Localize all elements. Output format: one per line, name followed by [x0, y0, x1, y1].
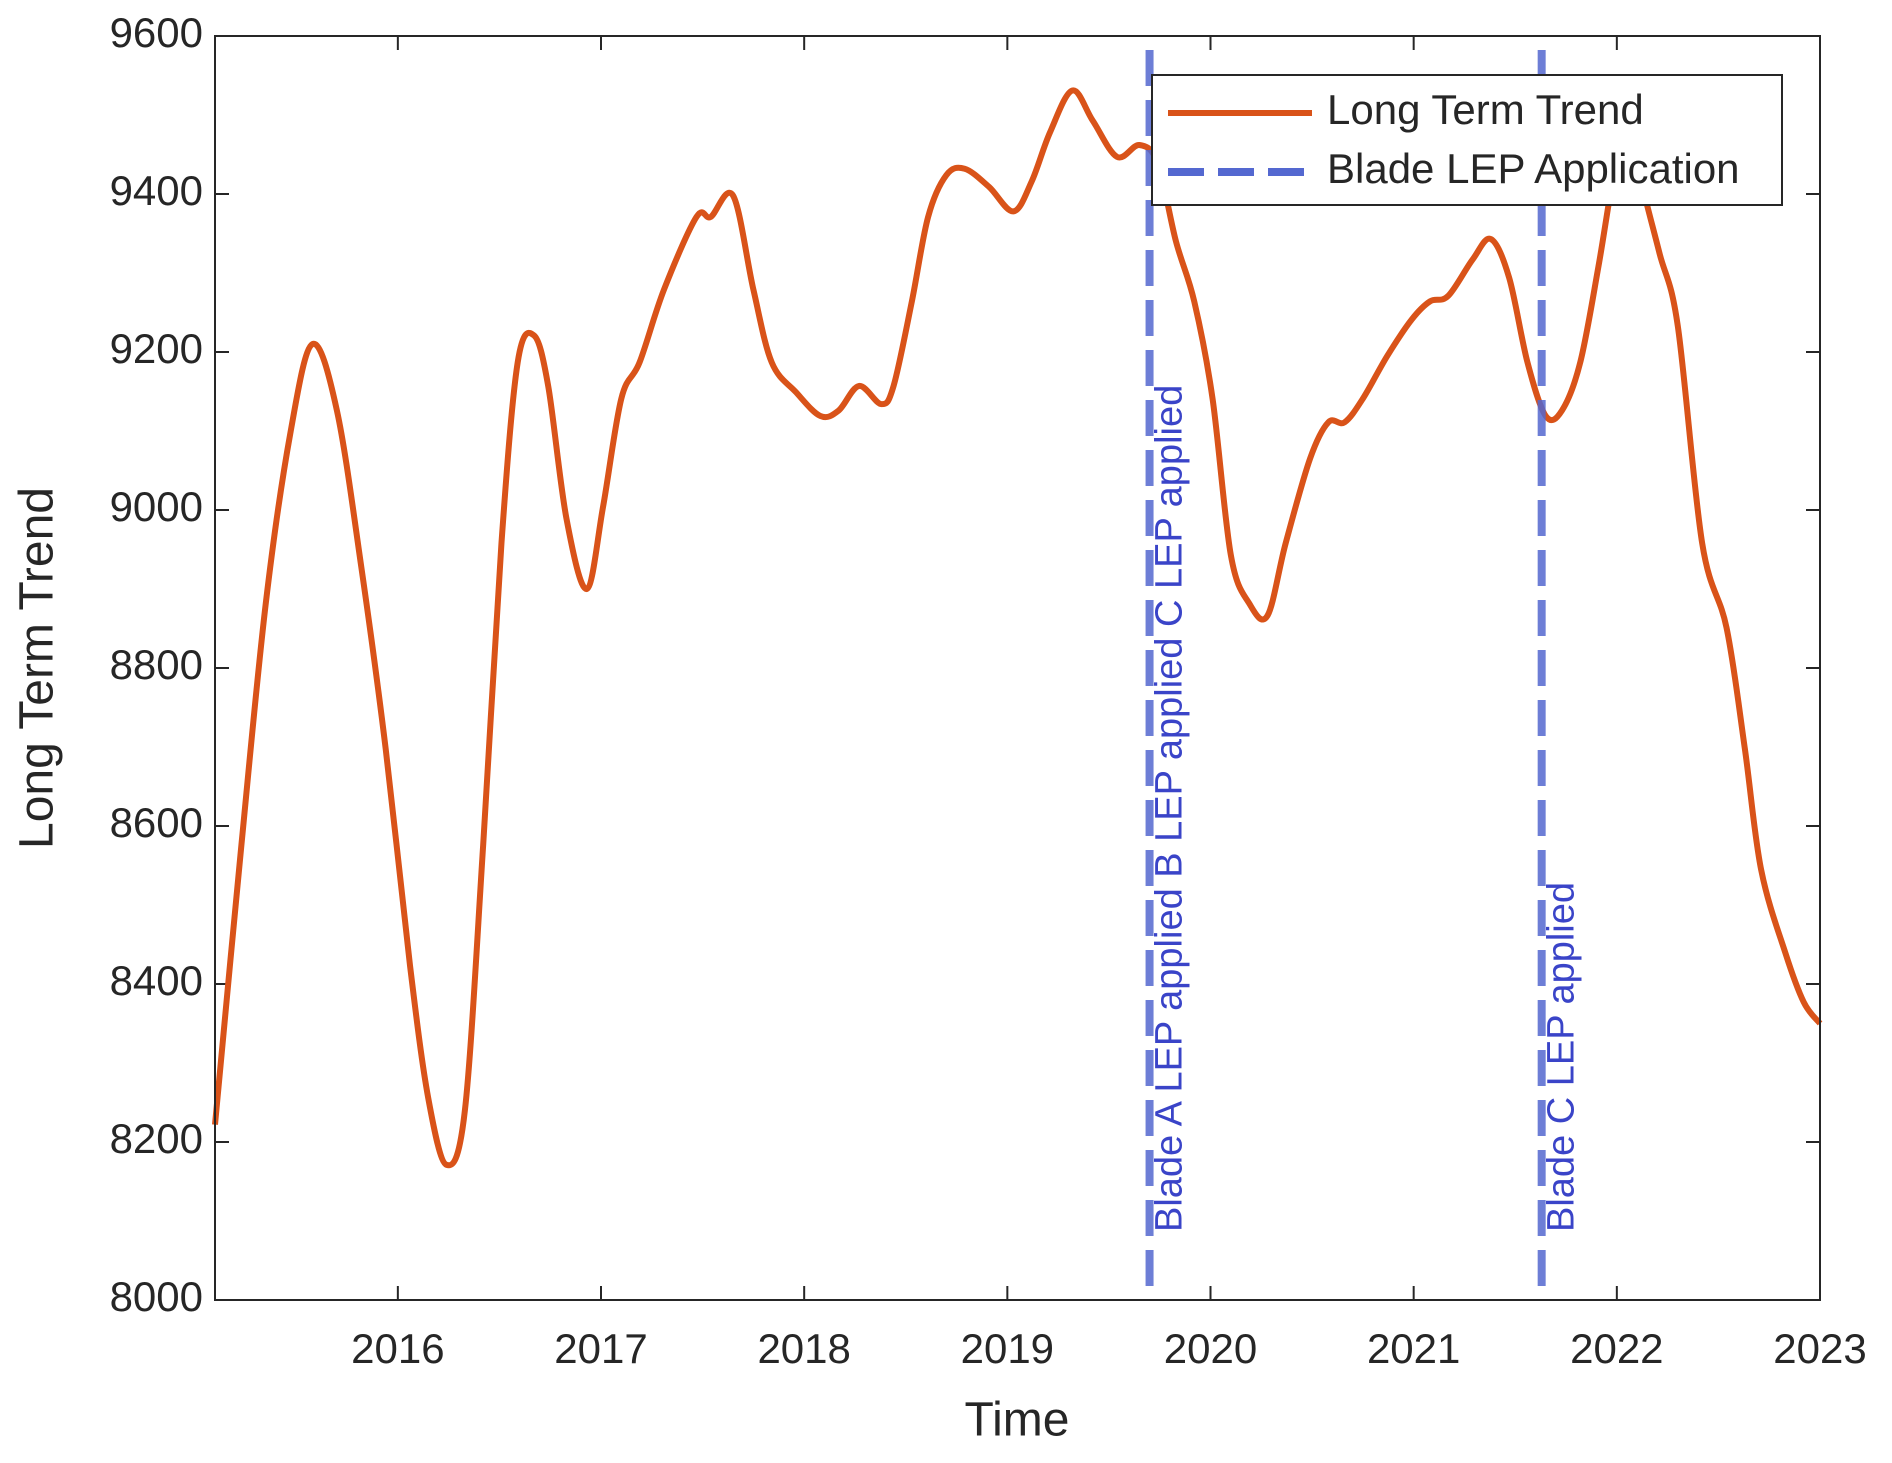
trend-line	[212, 87, 1823, 1169]
legend-label: Blade LEP Application	[1327, 145, 1740, 192]
x-tick-label: 2019	[961, 1325, 1054, 1372]
lep-annotation: Blade C LEP applied	[1541, 882, 1583, 1232]
y-tick-label: 8200	[110, 1115, 203, 1162]
plot-frame	[214, 35, 1821, 1301]
y-tick-label: 9000	[110, 483, 203, 530]
y-tick-label: 9400	[110, 167, 203, 214]
x-tick-label: 2023	[1773, 1325, 1866, 1372]
x-tick-label: 2018	[757, 1325, 850, 1372]
lep-annotation: Blade A LEP applied B LEP applied C LEP …	[1149, 385, 1191, 1232]
y-tick-label: 8000	[110, 1273, 203, 1320]
x-tick-label: 2020	[1164, 1325, 1257, 1372]
x-axis-label: Time	[965, 1394, 1070, 1447]
y-tick-label: 8600	[110, 799, 203, 846]
x-tick-label: 2021	[1367, 1325, 1460, 1372]
y-tick-label: 9200	[110, 325, 203, 372]
y-axis-label: Long Term Trend	[11, 487, 64, 849]
y-tick-label: 8400	[110, 957, 203, 1004]
x-tick-label: 2017	[554, 1325, 647, 1372]
y-tick-label: 8800	[110, 641, 203, 688]
y-tick-label: 9600	[110, 9, 203, 56]
legend-box	[1151, 74, 1783, 206]
x-tick-label: 2016	[351, 1325, 444, 1372]
x-tick-label: 2022	[1570, 1325, 1663, 1372]
legend-label: Long Term Trend	[1327, 86, 1644, 133]
